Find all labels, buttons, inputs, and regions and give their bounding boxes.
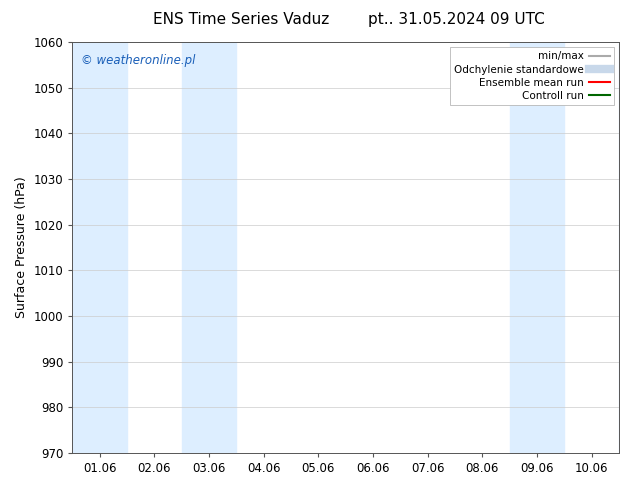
- Bar: [510, 42, 564, 453]
- Text: © weatheronline.pl: © weatheronline.pl: [81, 54, 195, 68]
- Bar: [72, 42, 127, 453]
- Bar: [182, 42, 236, 453]
- Y-axis label: Surface Pressure (hPa): Surface Pressure (hPa): [15, 176, 28, 318]
- Text: pt.. 31.05.2024 09 UTC: pt.. 31.05.2024 09 UTC: [368, 12, 545, 27]
- Legend: min/max, Odchylenie standardowe, Ensemble mean run, Controll run: min/max, Odchylenie standardowe, Ensembl…: [450, 47, 614, 105]
- Bar: [619, 42, 634, 453]
- Text: ENS Time Series Vaduz: ENS Time Series Vaduz: [153, 12, 329, 27]
